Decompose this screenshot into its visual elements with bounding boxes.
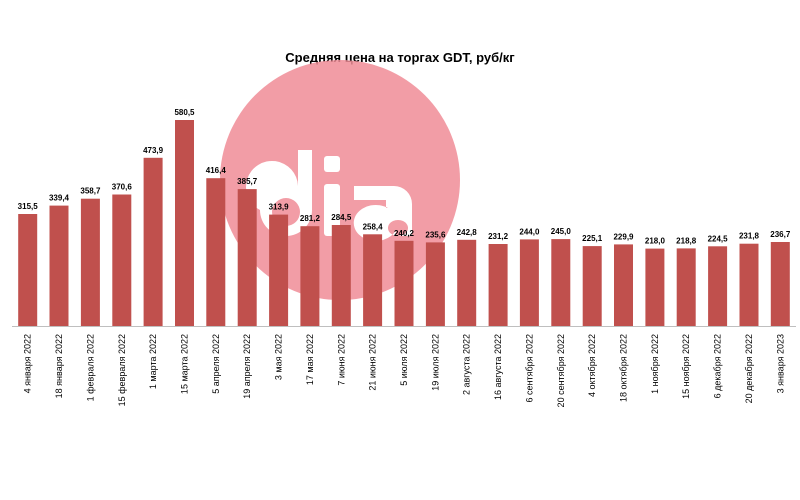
x-tick-label: 5 июля 2022 (399, 334, 409, 386)
x-tick-label: 4 октября 2022 (587, 334, 597, 397)
bar-value-label: 244,0 (519, 227, 540, 236)
x-tick-label: 5 апреля 2022 (211, 334, 221, 394)
bar-value-label: 339,4 (49, 194, 70, 203)
bar (300, 226, 320, 326)
bar-value-label: 281,2 (300, 214, 321, 223)
bar-value-label: 370,6 (112, 183, 133, 192)
bar (394, 240, 414, 326)
bar-value-label: 236,7 (770, 230, 791, 239)
bar (18, 214, 38, 326)
bar (676, 248, 696, 326)
bar (49, 205, 69, 326)
x-tick-label: 19 июля 2022 (430, 334, 440, 391)
x-tick-label: 18 октября 2022 (619, 334, 629, 402)
bar (551, 239, 571, 326)
x-tick-label: 1 ноября 2022 (650, 334, 660, 394)
bar (206, 178, 226, 326)
bar (425, 242, 445, 326)
bar-value-label: 580,5 (174, 108, 195, 117)
x-tick-label: 2 августа 2022 (462, 334, 472, 395)
x-tick-label: 20 декабря 2022 (744, 334, 754, 403)
x-tick-label: 7 июня 2022 (336, 334, 346, 386)
x-tick-label: 20 сентября 2022 (556, 334, 566, 407)
bar-value-label: 473,9 (143, 146, 164, 155)
x-tick-label: 1 февраля 2022 (85, 334, 95, 401)
bar (80, 198, 100, 326)
x-tick-label: 18 января 2022 (54, 334, 64, 398)
bar-value-label: 313,9 (269, 203, 290, 212)
x-tick-label: 3 мая 2022 (274, 334, 284, 380)
x-tick-label: 1 марта 2022 (148, 334, 158, 389)
x-tick-label: 6 декабря 2022 (713, 334, 723, 398)
x-tick-label: 6 сентября 2022 (524, 334, 534, 402)
bar-value-label: 416,4 (206, 166, 227, 175)
bar (582, 246, 602, 326)
bar-value-label: 231,2 (488, 232, 509, 241)
bar (363, 234, 383, 326)
bar-value-label: 385,7 (237, 177, 258, 186)
x-tick-label: 15 февраля 2022 (117, 334, 127, 406)
bar-value-label: 218,8 (676, 236, 697, 245)
x-tick-label: 3 января 2023 (775, 334, 785, 393)
x-tick-label: 4 января 2022 (23, 334, 33, 393)
bar (237, 189, 257, 326)
bar (645, 248, 665, 326)
bar-value-label: 224,5 (708, 234, 729, 243)
bar (457, 239, 477, 326)
bar (143, 157, 163, 326)
bar-value-label: 284,5 (331, 213, 352, 222)
bar-value-label: 218,0 (645, 237, 666, 246)
bar-value-label: 240,2 (394, 229, 415, 238)
x-tick-label: 15 марта 2022 (180, 334, 190, 394)
bar-value-label: 358,7 (80, 187, 101, 196)
bar (112, 194, 132, 326)
bar (175, 120, 194, 326)
bar-value-label: 225,1 (582, 234, 603, 243)
bar (488, 244, 508, 326)
x-tick-label: 17 мая 2022 (305, 334, 315, 385)
bar-value-label: 242,8 (457, 228, 478, 237)
x-tick-label: 19 апреля 2022 (242, 334, 252, 399)
bar (708, 246, 728, 326)
bar-value-label: 231,8 (739, 232, 760, 241)
bar-value-label: 229,9 (613, 232, 634, 241)
x-tick-label: 21 июня 2022 (368, 334, 378, 391)
bar (331, 225, 351, 326)
bar (519, 239, 539, 326)
x-tick-label: 15 ноября 2022 (681, 334, 691, 399)
bar-value-label: 245,0 (551, 227, 572, 236)
x-tick-label: 16 августа 2022 (493, 334, 503, 400)
bar-value-label: 235,6 (425, 230, 446, 239)
bar (614, 244, 633, 326)
bar-value-label: 258,4 (363, 222, 384, 231)
bar-value-label: 315,5 (18, 202, 39, 211)
bar (739, 243, 759, 326)
bar (770, 242, 790, 326)
bar (269, 214, 289, 326)
